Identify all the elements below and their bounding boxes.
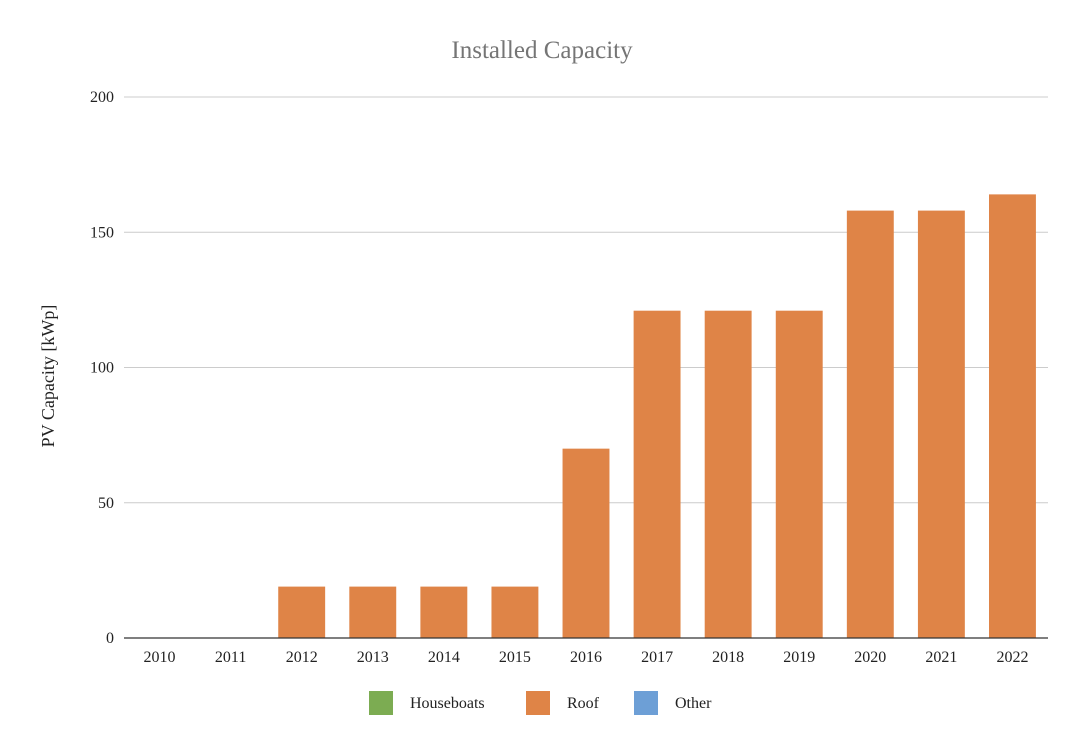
x-tick-label: 2016	[570, 649, 602, 666]
x-axis-ticks: 2010 2011 2012 2013 2014 2015 2016 2017 2018 2019…	[144, 649, 1029, 666]
y-tick-label: 50	[98, 495, 114, 512]
gridlines	[124, 96, 1048, 504]
x-tick-label: 2014	[428, 649, 460, 666]
bar-roof-2012	[278, 586, 326, 638]
bar-roof-2013	[349, 586, 397, 638]
x-tick-label: 2018	[712, 649, 744, 666]
bar-roof-2020	[846, 210, 894, 639]
legend-swatch-roof	[526, 691, 550, 715]
legend-label-other: Other	[675, 695, 712, 712]
x-tick-label: 2012	[286, 649, 318, 666]
bar-roof-2017	[633, 310, 681, 638]
chart-title: Installed Capacity	[451, 37, 633, 64]
y-axis-title: PV Capacity [kWp]	[38, 305, 58, 448]
bar-roof-2014	[420, 586, 468, 638]
x-tick-label: 2011	[215, 649, 246, 666]
x-tick-label: 2021	[925, 649, 957, 666]
y-tick-label: 150	[90, 224, 114, 241]
x-tick-label: 2013	[357, 649, 389, 666]
x-tick-label: 2020	[854, 649, 886, 666]
legend: Houseboats Roof Other	[369, 691, 712, 715]
x-tick-label: 2010	[144, 649, 176, 666]
bar-roof-2019	[775, 310, 823, 638]
bar-roof-2018	[704, 310, 752, 638]
y-tick-label: 200	[90, 89, 114, 106]
bar-roof-2015	[491, 586, 539, 638]
x-tick-label: 2019	[783, 649, 815, 666]
x-tick-label: 2022	[996, 649, 1028, 666]
legend-swatch-other	[634, 691, 658, 715]
bar-roof-2016	[562, 448, 610, 638]
y-axis-ticks: 0 50 100 150 200	[90, 89, 114, 647]
x-tick-label: 2017	[641, 649, 673, 666]
legend-label-houseboats: Houseboats	[410, 695, 485, 712]
y-tick-label: 100	[90, 360, 114, 377]
x-tick-label: 2015	[499, 649, 531, 666]
bar-roof-2022	[989, 194, 1036, 638]
bars	[278, 194, 1036, 639]
bar-roof-2021	[917, 210, 965, 639]
legend-swatch-houseboats	[369, 691, 393, 715]
y-tick-label: 0	[106, 630, 114, 647]
legend-label-roof: Roof	[567, 695, 600, 712]
